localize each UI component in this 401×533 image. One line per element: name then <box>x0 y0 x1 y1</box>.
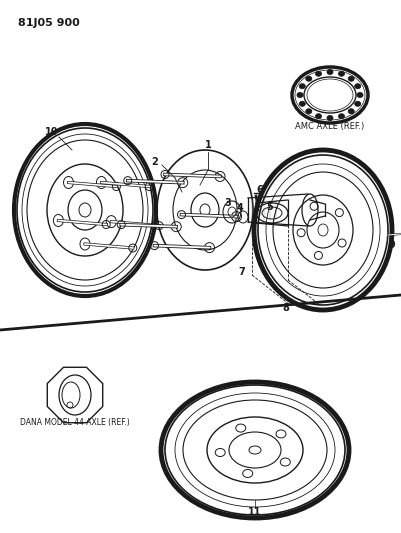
Text: 2: 2 <box>152 157 158 167</box>
Text: 11: 11 <box>248 507 262 517</box>
Ellipse shape <box>338 114 344 119</box>
Ellipse shape <box>357 93 363 98</box>
Text: 6: 6 <box>257 185 263 195</box>
Text: 4: 4 <box>237 203 243 213</box>
Text: 5: 5 <box>267 202 273 212</box>
Ellipse shape <box>327 69 333 75</box>
Ellipse shape <box>306 76 312 81</box>
Ellipse shape <box>316 114 322 119</box>
Text: 3: 3 <box>225 198 231 208</box>
Text: 8: 8 <box>283 303 290 313</box>
Text: 9: 9 <box>389 240 395 250</box>
Ellipse shape <box>338 71 344 76</box>
Text: 1: 1 <box>205 140 211 150</box>
Ellipse shape <box>355 101 361 106</box>
Ellipse shape <box>316 71 322 76</box>
Ellipse shape <box>297 93 303 98</box>
Text: AMC AXLE (REF.): AMC AXLE (REF.) <box>296 123 365 132</box>
Text: 81J05 900: 81J05 900 <box>18 18 80 28</box>
Text: 7: 7 <box>239 267 245 277</box>
Ellipse shape <box>299 84 305 88</box>
Text: 10: 10 <box>45 127 59 137</box>
Text: DANA MODEL 44 AXLE (REF.): DANA MODEL 44 AXLE (REF.) <box>20 418 130 427</box>
Ellipse shape <box>348 76 354 81</box>
Ellipse shape <box>299 101 305 106</box>
Ellipse shape <box>306 109 312 114</box>
Ellipse shape <box>355 84 361 88</box>
Ellipse shape <box>348 109 354 114</box>
Ellipse shape <box>327 116 333 120</box>
